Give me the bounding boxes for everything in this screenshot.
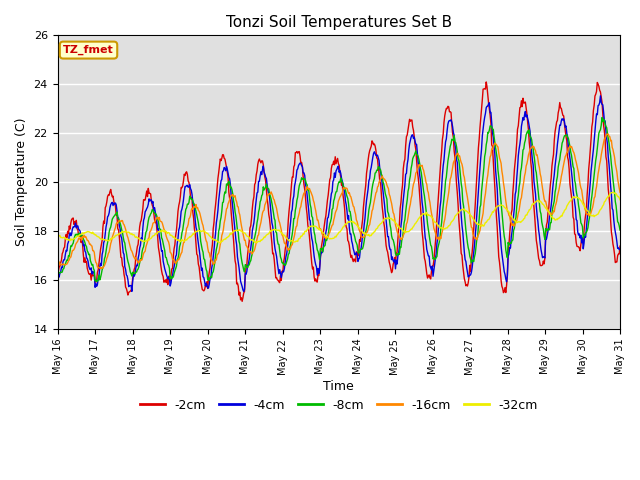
Title: Tonzi Soil Temperatures Set B: Tonzi Soil Temperatures Set B <box>226 15 452 30</box>
-4cm <box>424 253 432 259</box>
-32cm <box>64 236 72 242</box>
-16cm <box>180 240 188 246</box>
-32cm <box>408 226 416 232</box>
-2cm <box>54 271 61 276</box>
-2cm <box>238 299 246 304</box>
Line: -16cm: -16cm <box>58 134 620 269</box>
-2cm <box>483 79 490 85</box>
Line: -2cm: -2cm <box>58 82 620 301</box>
-4cm <box>596 93 604 99</box>
-16cm <box>97 266 105 272</box>
-2cm <box>122 284 129 290</box>
Y-axis label: Soil Temperature (C): Soil Temperature (C) <box>15 118 28 246</box>
-8cm <box>598 115 606 120</box>
-16cm <box>54 257 61 263</box>
Line: -4cm: -4cm <box>58 96 620 291</box>
-16cm <box>122 230 130 236</box>
-2cm <box>408 117 416 123</box>
-8cm <box>64 257 72 263</box>
Line: -8cm: -8cm <box>58 118 620 281</box>
-4cm <box>240 288 248 294</box>
-8cm <box>93 278 100 284</box>
-32cm <box>216 240 224 246</box>
-16cm <box>64 260 72 265</box>
-32cm <box>424 212 432 217</box>
-32cm <box>616 197 624 203</box>
-16cm <box>209 262 217 267</box>
-8cm <box>180 222 188 228</box>
-2cm <box>616 243 624 249</box>
Legend: -2cm, -4cm, -8cm, -16cm, -32cm: -2cm, -4cm, -8cm, -16cm, -32cm <box>134 394 543 417</box>
-4cm <box>54 278 61 284</box>
-16cm <box>424 190 432 196</box>
-8cm <box>616 227 624 233</box>
-4cm <box>616 246 624 252</box>
-2cm <box>209 241 216 247</box>
-4cm <box>179 203 186 208</box>
-32cm <box>54 232 61 238</box>
-16cm <box>603 131 611 137</box>
-8cm <box>54 270 61 276</box>
-4cm <box>122 266 129 272</box>
-4cm <box>209 261 216 267</box>
-2cm <box>179 183 186 189</box>
-32cm <box>609 189 617 195</box>
-16cm <box>408 192 416 198</box>
Line: -32cm: -32cm <box>58 192 620 243</box>
-32cm <box>122 229 129 235</box>
-8cm <box>408 162 416 168</box>
-8cm <box>209 269 217 275</box>
-2cm <box>424 273 432 279</box>
-4cm <box>64 241 72 247</box>
-2cm <box>64 228 72 234</box>
-8cm <box>122 250 130 255</box>
X-axis label: Time: Time <box>323 380 354 393</box>
-32cm <box>179 238 186 243</box>
-32cm <box>209 236 216 241</box>
-8cm <box>424 227 432 232</box>
-16cm <box>616 190 624 195</box>
Text: TZ_fmet: TZ_fmet <box>63 45 114 55</box>
-4cm <box>408 132 416 138</box>
